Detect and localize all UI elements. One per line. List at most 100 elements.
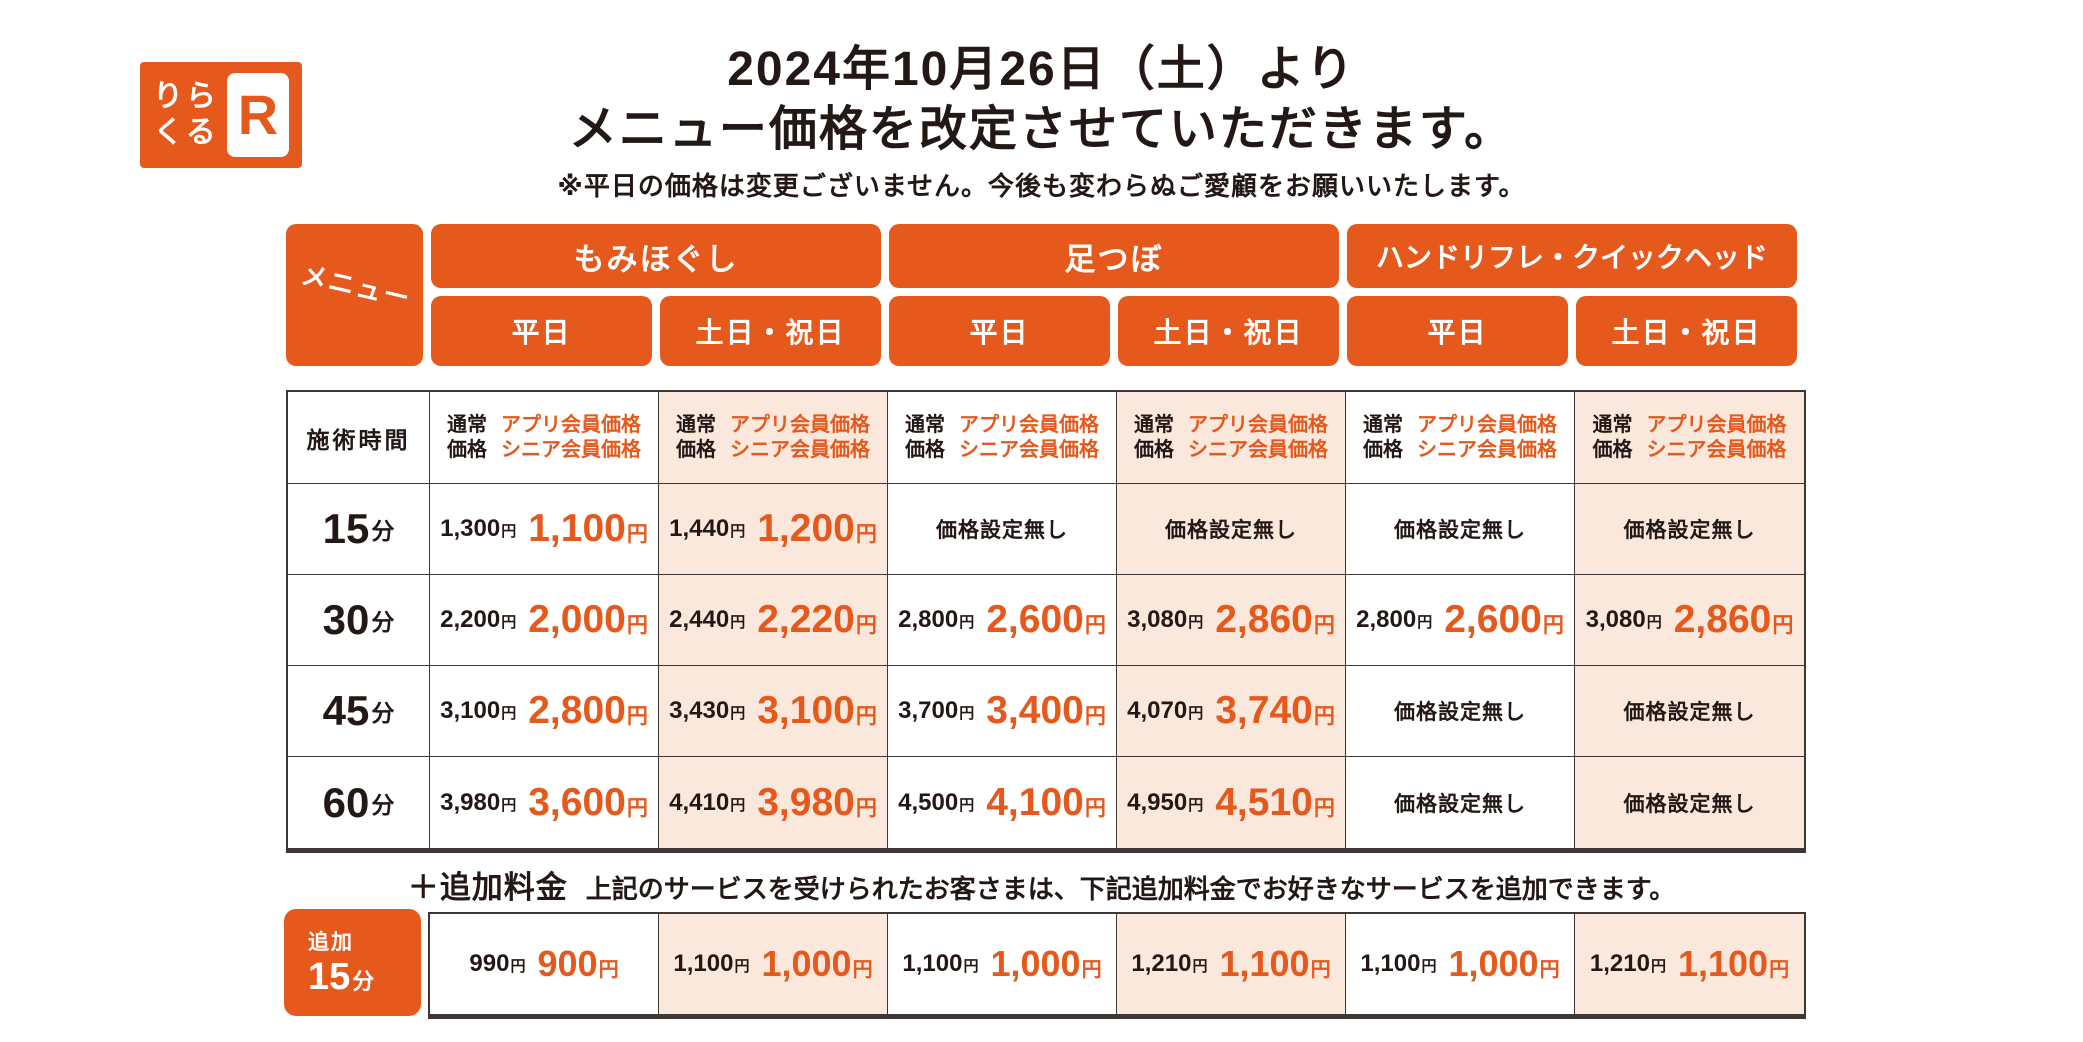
yen-unit: 円 xyxy=(855,705,877,728)
yen-unit: 円 xyxy=(1084,614,1106,637)
yen-unit: 円 xyxy=(1084,705,1106,728)
app-member-price-label: アプリ会員価格 xyxy=(1417,413,1557,436)
member-price: 3,740 xyxy=(1215,689,1313,732)
yen-unit: 円 xyxy=(855,523,877,546)
senior-member-price-label: シニア会員価格 xyxy=(1646,438,1787,461)
no-price-label: 価格設定無し xyxy=(1623,701,1756,724)
normal-price-label: 通常 xyxy=(1592,413,1633,436)
yen-unit: 円 xyxy=(1084,796,1106,820)
member-price: 3,600 xyxy=(528,780,626,824)
yen-unit: 円 xyxy=(501,796,517,814)
regular-price: 1,300 xyxy=(440,515,501,542)
yen-unit: 円 xyxy=(959,614,975,631)
minutes-unit: 分 xyxy=(371,700,395,726)
day-header-weekend: 土日・祝日 xyxy=(660,296,881,366)
member-price: 1,200 xyxy=(757,507,855,550)
price-cell: 3,700 円 3,400 円 xyxy=(888,666,1117,757)
logo-kana-bottom: くる xyxy=(153,116,219,149)
yen-unit: 円 xyxy=(501,614,517,631)
regular-price: 2,800 xyxy=(898,606,959,633)
subtitle-note: ※平日の価格は変更ございません。今後も変わらぬご愛顧をお願いいたします。 xyxy=(557,171,1526,201)
yen-unit: 円 xyxy=(1772,614,1794,637)
category-momihogushi: もみほぐし xyxy=(431,224,881,288)
day-header-weekday: 平日 xyxy=(889,296,1110,366)
normal-price-label: 通常 xyxy=(447,413,487,436)
logo-kana-top: りら xyxy=(153,80,219,113)
minutes-unit: 分 xyxy=(371,791,395,818)
normal-price-label: 通常 xyxy=(905,413,945,436)
regular-price: 1,210 xyxy=(1131,950,1192,977)
yen-unit: 円 xyxy=(510,958,526,975)
senior-member-price-label: シニア会員価格 xyxy=(501,438,641,461)
addon-duration-value: 15 xyxy=(308,955,351,998)
regular-price: 2,800 xyxy=(1356,606,1417,633)
price-cell: 3,100 円 2,800 円 xyxy=(430,666,659,757)
yen-unit: 円 xyxy=(855,614,877,637)
yen-unit: 円 xyxy=(1646,614,1662,631)
no-price-cell: 価格設定無し xyxy=(1346,757,1575,848)
normal-price-label: 価格 xyxy=(1592,438,1633,461)
duration-value: 60 xyxy=(322,778,370,826)
regular-price: 1,440 xyxy=(669,515,730,542)
member-price: 2,220 xyxy=(757,598,855,641)
member-price: 3,100 xyxy=(757,689,855,732)
regular-price: 3,980 xyxy=(440,788,501,816)
normal-price-label: 通常 xyxy=(1134,413,1174,436)
member-price: 2,600 xyxy=(986,598,1084,641)
price-cell: 4,500 円 4,100 円 xyxy=(888,757,1117,848)
day-header-weekday: 平日 xyxy=(1347,296,1568,366)
price-cell: 1,300 円 1,100 円 xyxy=(430,484,659,575)
price-cell: 1,210 円 1,100 円 xyxy=(1575,914,1804,1014)
yen-unit: 円 xyxy=(730,796,746,814)
no-price-cell: 価格設定無し xyxy=(1346,666,1575,757)
price-column-header: 通常 価格 アプリ会員価格 シニア会員価格 xyxy=(430,392,659,484)
price-cell: 3,430 円 3,100 円 xyxy=(659,666,888,757)
yen-unit: 円 xyxy=(1313,614,1335,637)
yen-unit: 円 xyxy=(626,796,648,820)
member-price: 1,000 xyxy=(761,943,852,984)
app-member-price-label: アプリ会員価格 xyxy=(1188,413,1328,436)
price-cell: 2,440 円 2,220 円 xyxy=(659,575,888,666)
regular-price: 4,950 xyxy=(1127,788,1188,816)
time-cell: 15 分 xyxy=(288,484,430,575)
minutes-unit: 分 xyxy=(371,609,395,635)
yen-unit: 円 xyxy=(626,523,648,546)
yen-unit: 円 xyxy=(959,705,975,722)
time-cell: 30 分 xyxy=(288,575,430,666)
app-member-price-label: アプリ会員価格 xyxy=(501,413,641,436)
member-price: 1,100 xyxy=(1677,943,1769,984)
yen-unit: 円 xyxy=(734,958,750,975)
yen-unit: 円 xyxy=(501,523,517,540)
regular-price: 3,100 xyxy=(440,697,501,724)
no-price-cell: 価格設定無し xyxy=(1575,484,1804,575)
time-cell: 45 分 xyxy=(288,666,430,757)
price-cell: 2,800 円 2,600 円 xyxy=(888,575,1117,666)
yen-unit: 円 xyxy=(852,959,873,981)
yen-unit: 円 xyxy=(1650,958,1666,975)
no-price-label: 価格設定無し xyxy=(1165,519,1297,542)
member-price: 3,980 xyxy=(757,780,855,824)
yen-unit: 円 xyxy=(1539,959,1560,981)
senior-member-price-label: シニア会員価格 xyxy=(1417,438,1557,461)
price-table: 施術時間 通常 価格 アプリ会員価格 シニア会員価格 通常 価格 アプリ会員価格 シニア… xyxy=(286,390,1806,853)
yen-unit: 円 xyxy=(1188,614,1204,631)
page-title: 2024年10月26日（土）より メニュー価格を改定させていただきます。 xyxy=(0,40,2083,160)
no-price-label: 価格設定無し xyxy=(1394,701,1526,724)
price-column-header: 通常 価格 アプリ会員価格 シニア会員価格 xyxy=(1117,392,1346,484)
member-price: 1,100 xyxy=(528,507,626,550)
senior-member-price-label: シニア会員価格 xyxy=(1188,438,1328,461)
price-cell: 4,070 円 3,740 円 xyxy=(1117,666,1346,757)
yen-unit: 円 xyxy=(501,705,517,722)
member-price: 1,000 xyxy=(1448,943,1539,984)
regular-price: 4,410 xyxy=(669,788,730,816)
rirakuru-logo: りら くる R xyxy=(140,62,302,168)
regular-price: 3,080 xyxy=(1127,606,1188,633)
regular-price: 2,440 xyxy=(669,606,730,633)
minutes-unit: 分 xyxy=(352,968,375,994)
duration-value: 15 xyxy=(322,505,370,552)
normal-price-label: 価格 xyxy=(1363,438,1403,461)
time-cell: 60 分 xyxy=(288,757,430,848)
regular-price: 2,200 xyxy=(440,606,501,633)
price-cell: 1,100 円 1,000 円 xyxy=(888,914,1117,1014)
no-price-label: 価格設定無し xyxy=(1394,519,1526,542)
